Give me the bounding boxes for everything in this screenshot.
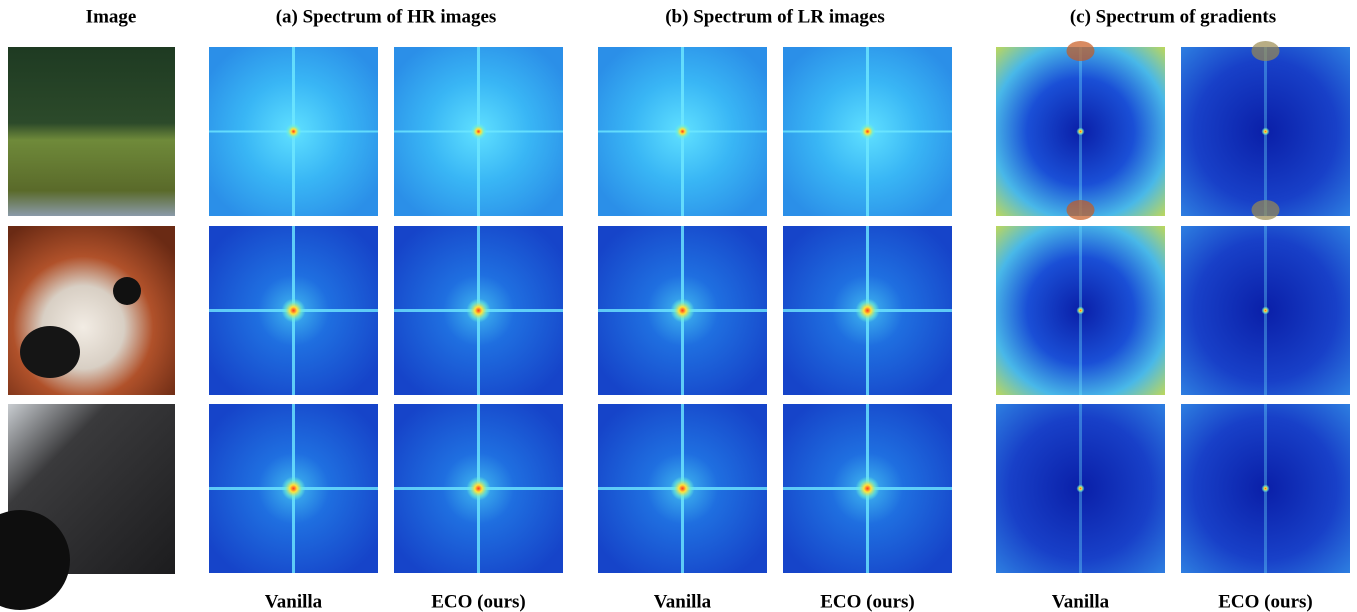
spectrum-center [282, 299, 306, 323]
spectrum-panel [394, 226, 563, 395]
group-title: (b) Spectrum of LR images [665, 6, 885, 27]
spectrum-panel [598, 47, 767, 216]
spectrum-center [1262, 307, 1270, 315]
spectrum-hotspot [1067, 200, 1095, 220]
spectrum-panel [1181, 404, 1350, 573]
spectrum-panel [1181, 226, 1350, 395]
photo-landscape [8, 47, 175, 216]
spectrum-center [286, 124, 302, 140]
column-label: Vanilla [654, 591, 712, 612]
spectrum-panel [209, 404, 378, 573]
spectrum-hotspot [1252, 200, 1280, 220]
spectrum-center [671, 299, 695, 323]
spectrum-center [675, 124, 691, 140]
spectrum-center [467, 477, 491, 501]
spectrum-panel [996, 404, 1165, 573]
spectrum-center [1262, 485, 1270, 493]
spectrum-panel [783, 226, 952, 395]
spectrum-center [856, 299, 880, 323]
photo-nose [20, 326, 80, 378]
spectrum-center [471, 124, 487, 140]
column-label: ECO (ours) [1218, 591, 1312, 612]
spectrum-center [1262, 128, 1270, 136]
column-label: ECO (ours) [820, 591, 914, 612]
spectrum-hotspot [1252, 41, 1280, 61]
input-images [0, 47, 175, 610]
spectrum-center [1077, 307, 1085, 315]
spectrum-panel [394, 47, 563, 216]
spectrum-panel [783, 404, 952, 573]
spectrum-center [1077, 128, 1085, 136]
column-label: Vanilla [265, 591, 323, 612]
spectrum-panel [598, 226, 767, 395]
column-label: ECO (ours) [431, 591, 525, 612]
column-header: Image [86, 6, 137, 27]
group-title: (c) Spectrum of gradients [1070, 6, 1276, 27]
spectrum-panel [1181, 41, 1350, 220]
spectrum-panel [598, 404, 767, 573]
spectrum-panel [996, 226, 1165, 395]
photo-eye [113, 277, 141, 305]
spectrum-panel [209, 226, 378, 395]
spectrum-center [282, 477, 306, 501]
spectrum-hotspot [1067, 41, 1095, 61]
spectrum-panel [209, 47, 378, 216]
spectrum-center [856, 477, 880, 501]
spectrum-center [671, 477, 695, 501]
spectrum-panel [394, 404, 563, 573]
group-title: (a) Spectrum of HR images [276, 6, 497, 27]
spectrum-center [1077, 485, 1085, 493]
spectrum-center [860, 124, 876, 140]
spectrum-panel [996, 41, 1165, 220]
column-label: Vanilla [1052, 591, 1110, 612]
spectrum-panel [783, 47, 952, 216]
figure: Image (a) Spectrum of HR images Vanilla EC… [0, 0, 1357, 612]
spectrum-center [467, 299, 491, 323]
